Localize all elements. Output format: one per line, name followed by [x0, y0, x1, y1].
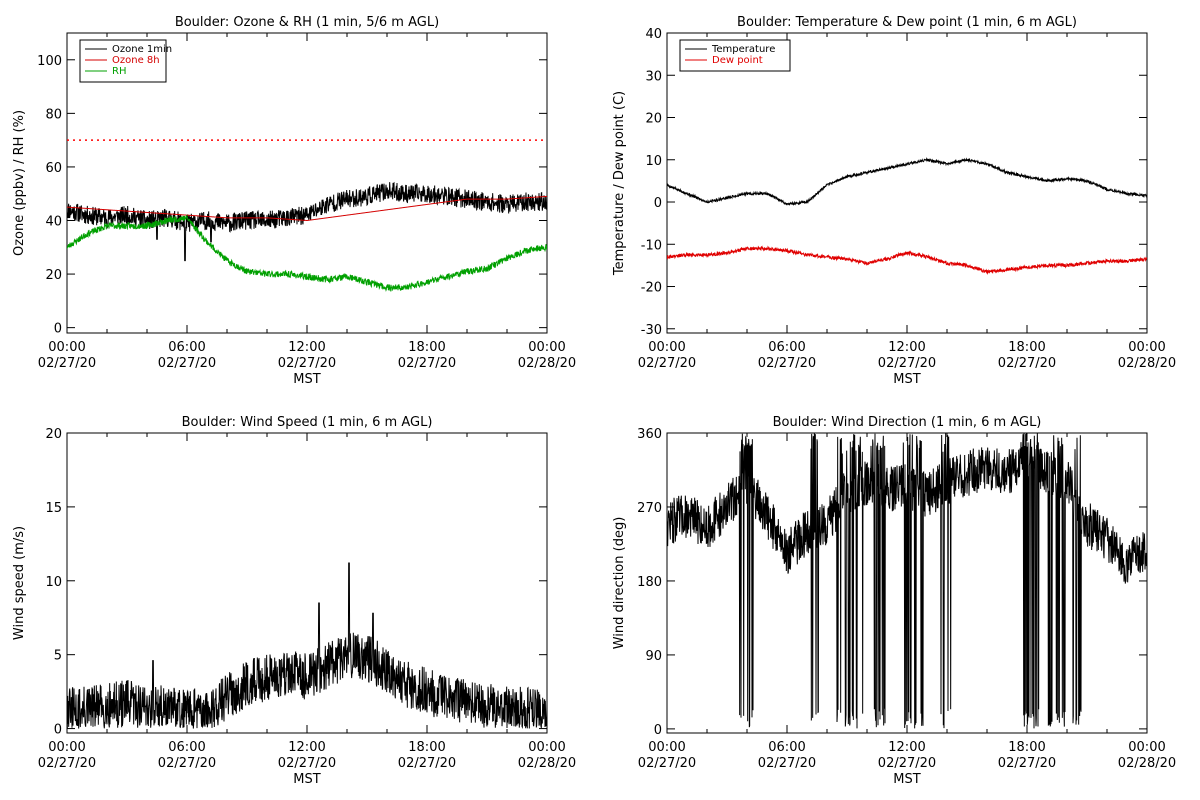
chart-title: Boulder: Ozone & RH (1 min, 5/6 m AGL) — [175, 15, 439, 30]
y-tick-label: 0 — [654, 723, 662, 738]
x-axis-label: MST — [893, 772, 920, 787]
x-tick-label-time: 18:00 — [408, 340, 445, 355]
y-tick-label: 100 — [37, 54, 62, 69]
legend-box — [679, 39, 791, 72]
x-tick-label-time: 00:00 — [528, 340, 565, 355]
x-tick-label-time: 12:00 — [888, 340, 925, 355]
y-tick-label: 20 — [45, 427, 62, 442]
x-tick-label-time: 12:00 — [888, 740, 925, 755]
y-tick-label: 20 — [45, 268, 62, 283]
x-tick-label-time: 06:00 — [768, 740, 805, 755]
x-tick-label-date: 02/27/20 — [998, 756, 1056, 771]
series-line-temperature — [667, 156, 1147, 206]
y-tick-label: 40 — [45, 215, 62, 230]
wind-speed-chart: Boulder: Wind Speed (1 min, 6 m AGL) 0 5 10… — [12, 415, 576, 787]
y-tick-label: 5 — [54, 649, 62, 664]
y-tick-label: -20 — [641, 281, 662, 296]
x-tick-label-date: 02/27/20 — [758, 756, 816, 771]
x-tick-label-date: 02/27/20 — [638, 356, 696, 371]
y-tick-label: 360 — [637, 427, 662, 442]
x-tick-label-date: 02/28/20 — [1118, 356, 1176, 371]
y-tick-label: -30 — [641, 323, 662, 338]
series-line-rh — [67, 214, 547, 292]
x-tick-label-date: 02/28/20 — [518, 356, 576, 371]
x-axis-label: MST — [293, 772, 320, 787]
x-tick-label-date: 02/27/20 — [758, 356, 816, 371]
x-tick-label-date: 02/27/20 — [398, 756, 456, 771]
x-tick-label-date: 02/27/20 — [398, 356, 456, 371]
chart-title: Boulder: Wind Speed (1 min, 6 m AGL) — [182, 415, 433, 430]
x-tick-label-time: 00:00 — [48, 740, 85, 755]
x-axis-label: MST — [893, 372, 920, 387]
x-tick-label-date: 02/27/20 — [38, 756, 96, 771]
plot-frame — [666, 32, 1148, 334]
y-axis-label: Wind speed (m/s) — [12, 526, 27, 640]
y-tick-label: 40 — [645, 27, 662, 42]
x-tick-label-time: 06:00 — [168, 740, 205, 755]
x-tick-label-date: 02/27/20 — [158, 356, 216, 371]
x-tick-label-time: 00:00 — [48, 340, 85, 355]
x-tick-label-time: 00:00 — [1128, 340, 1165, 355]
x-tick-label-time: 18:00 — [408, 740, 445, 755]
y-tick-label: 0 — [654, 196, 662, 211]
chart-title: Boulder: Temperature & Dew point (1 min,… — [737, 15, 1077, 30]
x-tick-label-date: 02/27/20 — [878, 356, 936, 371]
y-tick-label: 10 — [45, 575, 62, 590]
legend-entry: Ozone 1min — [112, 44, 172, 55]
y-tick-label: 90 — [645, 649, 662, 664]
y-tick-label: 270 — [637, 501, 662, 516]
x-tick-label-date: 02/27/20 — [278, 756, 336, 771]
temperature-dewpoint-chart: Boulder: Temperature & Dew point (1 min,… — [612, 15, 1176, 387]
legend-entry: Ozone 8h — [112, 55, 160, 66]
legend-box — [79, 39, 167, 83]
x-tick-label-time: 06:00 — [768, 340, 805, 355]
series-line-ozone-1min — [67, 181, 547, 262]
x-tick-label-time: 00:00 — [648, 740, 685, 755]
y-tick-label: -10 — [641, 238, 662, 253]
legend-entry: Dew point — [712, 55, 763, 66]
y-tick-label: 15 — [45, 501, 62, 516]
x-tick-label-time: 00:00 — [1128, 740, 1165, 755]
y-tick-label: 60 — [45, 161, 62, 176]
x-tick-label-date: 02/27/20 — [878, 756, 936, 771]
y-tick-label: 180 — [637, 575, 662, 590]
y-tick-label: 30 — [645, 69, 662, 84]
legend-entry: RH — [112, 66, 126, 77]
series-line-dew-point — [667, 245, 1147, 276]
series-line-data — [67, 562, 547, 730]
y-tick-label: 0 — [54, 322, 62, 337]
x-tick-label-time: 06:00 — [168, 340, 205, 355]
series-line-data — [667, 433, 1147, 729]
x-tick-label-date: 02/27/20 — [638, 756, 696, 771]
series-line-ozone-8h — [67, 195, 547, 222]
x-tick-label-time: 12:00 — [288, 740, 325, 755]
y-tick-label: 80 — [45, 107, 62, 122]
y-axis-label: Temperature / Dew point (C) — [612, 91, 627, 276]
x-tick-label-time: 18:00 — [1008, 740, 1045, 755]
y-tick-label: 20 — [645, 112, 662, 127]
ozone-rh-chart: Boulder: Ozone & RH (1 min, 5/6 m AGL)02… — [12, 15, 576, 387]
x-tick-label-time: 12:00 — [288, 340, 325, 355]
x-tick-label-date: 02/28/20 — [1118, 756, 1176, 771]
x-tick-label-date: 02/27/20 — [278, 356, 336, 371]
x-tick-label-time: 18:00 — [1008, 340, 1045, 355]
x-tick-label-time: 00:00 — [528, 740, 565, 755]
chart-title: Boulder: Wind Direction (1 min, 6 m AGL) — [773, 415, 1042, 430]
x-tick-label-date: 02/27/20 — [998, 356, 1056, 371]
x-tick-label-date: 02/28/20 — [518, 756, 576, 771]
legend-entry: Temperature — [711, 44, 775, 55]
x-tick-label-time: 00:00 — [648, 340, 685, 355]
y-tick-label: 0 — [54, 723, 62, 738]
x-tick-label-date: 02/27/20 — [38, 356, 96, 371]
wind-direction-chart: Boulder: Wind Direction (1 min, 6 m AGL)… — [612, 415, 1176, 787]
y-tick-label: 10 — [645, 154, 662, 169]
y-axis-label: Wind direction (deg) — [612, 517, 627, 650]
y-axis-label: Ozone (ppbv) / RH (%) — [12, 110, 27, 256]
x-axis-label: MST — [293, 372, 320, 387]
x-tick-label-date: 02/27/20 — [158, 756, 216, 771]
